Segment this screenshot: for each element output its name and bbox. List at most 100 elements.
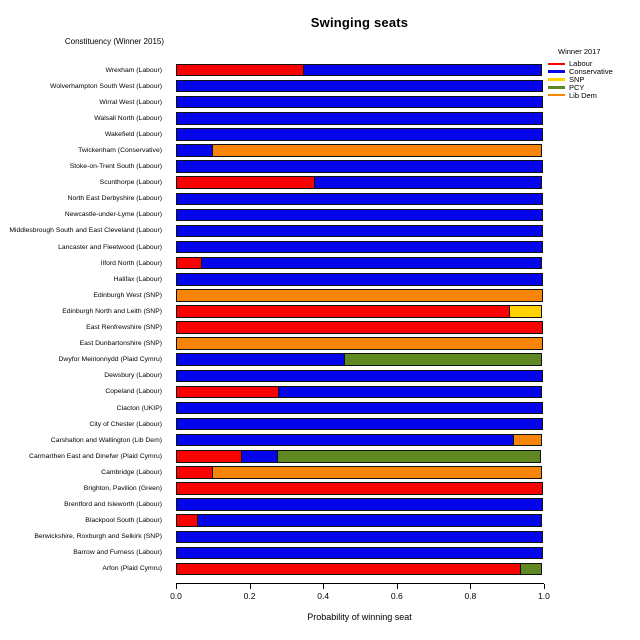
legend-item-pcy: PCY	[548, 83, 640, 92]
bar-row: Wirral West (Labour)	[0, 94, 545, 110]
bar-segment-pcy	[276, 450, 541, 463]
probability-bar	[176, 546, 543, 560]
probability-bar	[176, 176, 543, 189]
constituency-label: Dwyfor Meirionnydd (Plaid Cymru)	[58, 356, 163, 364]
constituency-label: Arfon (Plaid Cymru)	[102, 565, 162, 573]
constituency-label: Wrexham (Labour)	[105, 66, 162, 74]
chart-title: Swinging seats	[310, 15, 409, 30]
bar-segment-labour	[176, 562, 521, 576]
constituency-label: Scunthorpe (Labour)	[99, 179, 162, 187]
bar-row: Edinburgh North and Leith (SNP)	[0, 303, 545, 319]
x-tick-mark	[323, 584, 325, 589]
bar-segment-labour	[176, 305, 510, 318]
bar-row: Arfon (Plaid Cymru)	[0, 561, 545, 577]
x-tick-mark	[544, 584, 545, 589]
bar-segment-conservative	[176, 95, 543, 109]
bar-segment-conservative	[176, 353, 345, 366]
probability-bar	[176, 79, 543, 93]
x-tick-label: 0.2	[243, 591, 256, 601]
bar-segment-conservative	[176, 160, 543, 173]
constituency-label: Walsall North (Labour)	[94, 114, 162, 122]
constituency-label: Edinburgh West (SNP)	[93, 291, 162, 299]
bar-row: Newcastle-under-Lyme (Labour)	[0, 207, 545, 223]
bar-segment-labour	[176, 385, 279, 399]
constituency-label: North East Derbyshire (Labour)	[67, 195, 162, 203]
bar-row: Twickenham (Conservative)	[0, 142, 545, 158]
bar-segment-conservative	[176, 433, 514, 447]
legend-item-conservative: Conservative	[548, 67, 640, 76]
bar-segment-conservative	[277, 385, 542, 399]
constituency-label: Stoke-on-Trent South (Labour)	[69, 163, 162, 171]
bar-row: Carmarthen East and Dinefwr (Plaid Cymru…	[0, 448, 545, 464]
constituency-label: Clacton (UKIP)	[116, 404, 162, 412]
probability-bar	[176, 63, 543, 77]
probability-bar	[176, 353, 543, 366]
bar-segment-conservative	[176, 208, 543, 222]
bar-segment-conservative	[176, 112, 543, 125]
bar-segment-lib-dem	[512, 433, 542, 447]
bar-segment-pcy	[343, 353, 542, 366]
probability-bar	[176, 208, 543, 222]
constituency-label: Wakefield (Labour)	[104, 130, 162, 138]
legend-color-key	[548, 78, 565, 81]
bar-row: Wolverhampton South West (Labour)	[0, 78, 545, 94]
bar-segment-lib-dem	[176, 289, 543, 302]
bar-segment-lib-dem	[211, 144, 542, 157]
probability-bar	[176, 369, 543, 383]
bar-row: Edinburgh West (SNP)	[0, 287, 545, 303]
constituency-label: Middlesbrough South and East Cleveland (…	[9, 227, 162, 235]
legend-color-key	[548, 85, 565, 89]
legend: Winner 2017 Labour Conservative SNP PCY Lib …	[548, 47, 640, 100]
bar-row: North East Derbyshire (Labour)	[0, 191, 545, 207]
constituency-label: Carshalton and Wallington (Lib Dem)	[50, 436, 162, 444]
constituency-label: Cambridge (Labour)	[101, 468, 162, 476]
probability-bar	[176, 450, 543, 463]
bar-segment-conservative	[303, 63, 542, 77]
probability-bar	[176, 95, 543, 109]
probability-bar	[176, 224, 543, 238]
probability-bar	[176, 514, 543, 527]
bar-row: Dwyfor Meirionnydd (Plaid Cymru)	[0, 352, 545, 368]
x-axis-label: Probability of winning seat	[307, 612, 412, 622]
bar-segment-conservative	[176, 224, 543, 238]
probability-bar	[176, 498, 543, 511]
constituency-label: Lancaster and Fleetwood (Labour)	[58, 243, 162, 251]
x-axis-line	[176, 583, 544, 584]
constituency-label: Ilford North (Labour)	[100, 259, 162, 267]
bar-row: Carshalton and Wallington (Lib Dem)	[0, 432, 545, 448]
bar-row: Wakefield (Labour)	[0, 126, 545, 142]
bar-segment-conservative	[176, 546, 543, 560]
probability-bar	[176, 256, 543, 270]
bar-row: Brentford and Isleworth (Labour)	[0, 497, 545, 513]
bar-segment-snp	[508, 305, 542, 318]
bar-segment-conservative	[176, 417, 543, 431]
bar-segment-pcy	[519, 562, 542, 576]
probability-bar	[176, 112, 543, 125]
bar-segment-labour	[176, 256, 202, 270]
constituency-label: Barrow and Furness (Labour)	[73, 549, 162, 557]
bar-row: Lancaster and Fleetwood (Labour)	[0, 239, 545, 255]
constituency-label: Copeland (Labour)	[105, 388, 162, 396]
constituency-label: East Renfrewshire (SNP)	[86, 324, 162, 332]
constituency-label: Wolverhampton South West (Labour)	[50, 82, 162, 90]
constituency-label: Halifax (Labour)	[113, 275, 162, 283]
bar-segment-conservative	[176, 144, 213, 157]
bar-segment-conservative	[176, 401, 543, 415]
constituency-label: Carmarthen East and Dinefwr (Plaid Cymru…	[29, 452, 162, 460]
bar-row: Berwickshire, Roxburgh and Selkirk (SNP)	[0, 529, 545, 545]
bar-segment-conservative	[176, 79, 543, 93]
legend-title: Winner 2017	[558, 47, 601, 56]
bar-row: Barrow and Furness (Labour)	[0, 545, 545, 561]
probability-bar	[176, 289, 543, 302]
bar-row: City of Chester (Labour)	[0, 416, 545, 432]
constituency-label: Blackpool South (Labour)	[85, 517, 162, 525]
legend-item-list: Labour Conservative SNP PCY Lib Dem	[548, 59, 640, 100]
bar-segment-conservative	[241, 450, 278, 463]
probability-bar	[176, 192, 543, 206]
x-tick-label: 0.6	[390, 591, 403, 601]
bar-row: Wrexham (Labour)	[0, 62, 545, 78]
bar-row: Scunthorpe (Labour)	[0, 175, 545, 191]
bar-segment-labour	[176, 450, 243, 463]
bar-segment-conservative	[314, 176, 542, 189]
